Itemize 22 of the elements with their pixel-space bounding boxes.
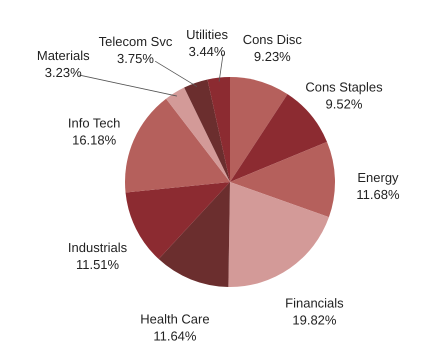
data-label: 11.68% [356, 187, 400, 202]
slice-label: Cons Disc [242, 32, 302, 48]
data-label: 3.44% [188, 44, 226, 59]
data-label: 19.82% [292, 312, 337, 328]
data-label: 9.52% [326, 96, 363, 112]
slice-label: Info Tech [68, 115, 120, 130]
data-label: 16.18% [72, 132, 117, 148]
data-label: 3.23% [44, 65, 82, 80]
slice-label: Financials [285, 296, 344, 311]
pie-slice [166, 88, 230, 182]
slice-label: Telecom Svc [98, 34, 173, 50]
pie-slice [228, 182, 329, 287]
slice-label: Health Care [140, 311, 210, 326]
slice-label: Utilities [186, 26, 228, 42]
data-label: 11.64% [153, 328, 197, 344]
slice-label: Materials [36, 48, 90, 64]
data-label: 11.51% [76, 256, 120, 272]
slice-label: Industrials [68, 240, 128, 255]
slice-label: Energy [357, 170, 400, 186]
slice-label: Cons Staples [305, 80, 384, 95]
data-label: 9.23% [254, 49, 292, 64]
data-label: 3.75% [117, 51, 154, 66]
